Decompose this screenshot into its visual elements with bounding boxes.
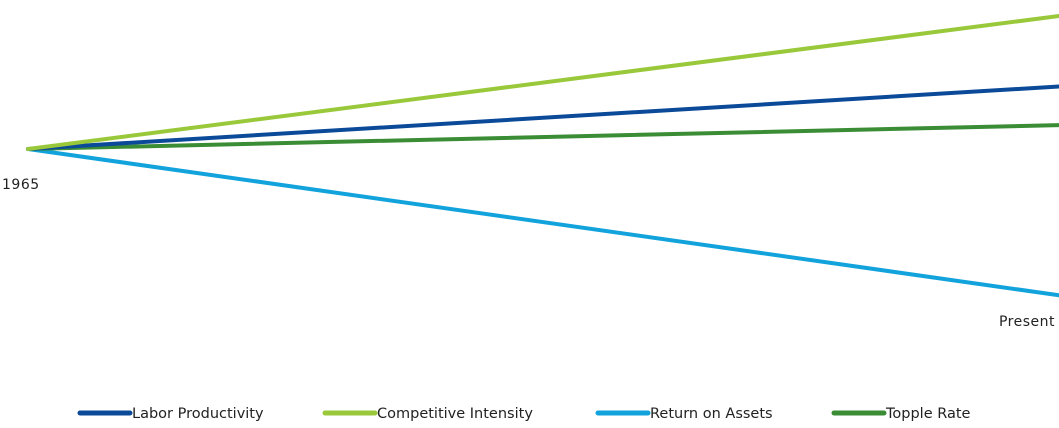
legend-item: Topple Rate [831, 406, 971, 422]
legend-label: Return on Assets [650, 406, 773, 422]
legend-item: Competitive Intensity [322, 406, 533, 422]
x-start-label: 1965 [2, 177, 40, 193]
x-end-label: Present [999, 314, 1055, 330]
legend-label: Competitive Intensity [377, 406, 533, 422]
series-line-return-on-assets [26, 147, 1059, 298]
series-line-competitive-intensity [26, 14, 1059, 151]
series-line-topple-rate [26, 123, 1059, 151]
legend-label: Topple Rate [885, 406, 971, 422]
legend-item: Return on Assets [595, 406, 773, 422]
legend-item: Labor Productivity [77, 406, 264, 422]
series-lines [26, 14, 1059, 298]
series-line-labor-productivity [26, 84, 1059, 151]
legend: Labor Productivity Competitive Intensity R… [77, 406, 971, 422]
legend-label: Labor Productivity [132, 406, 264, 422]
